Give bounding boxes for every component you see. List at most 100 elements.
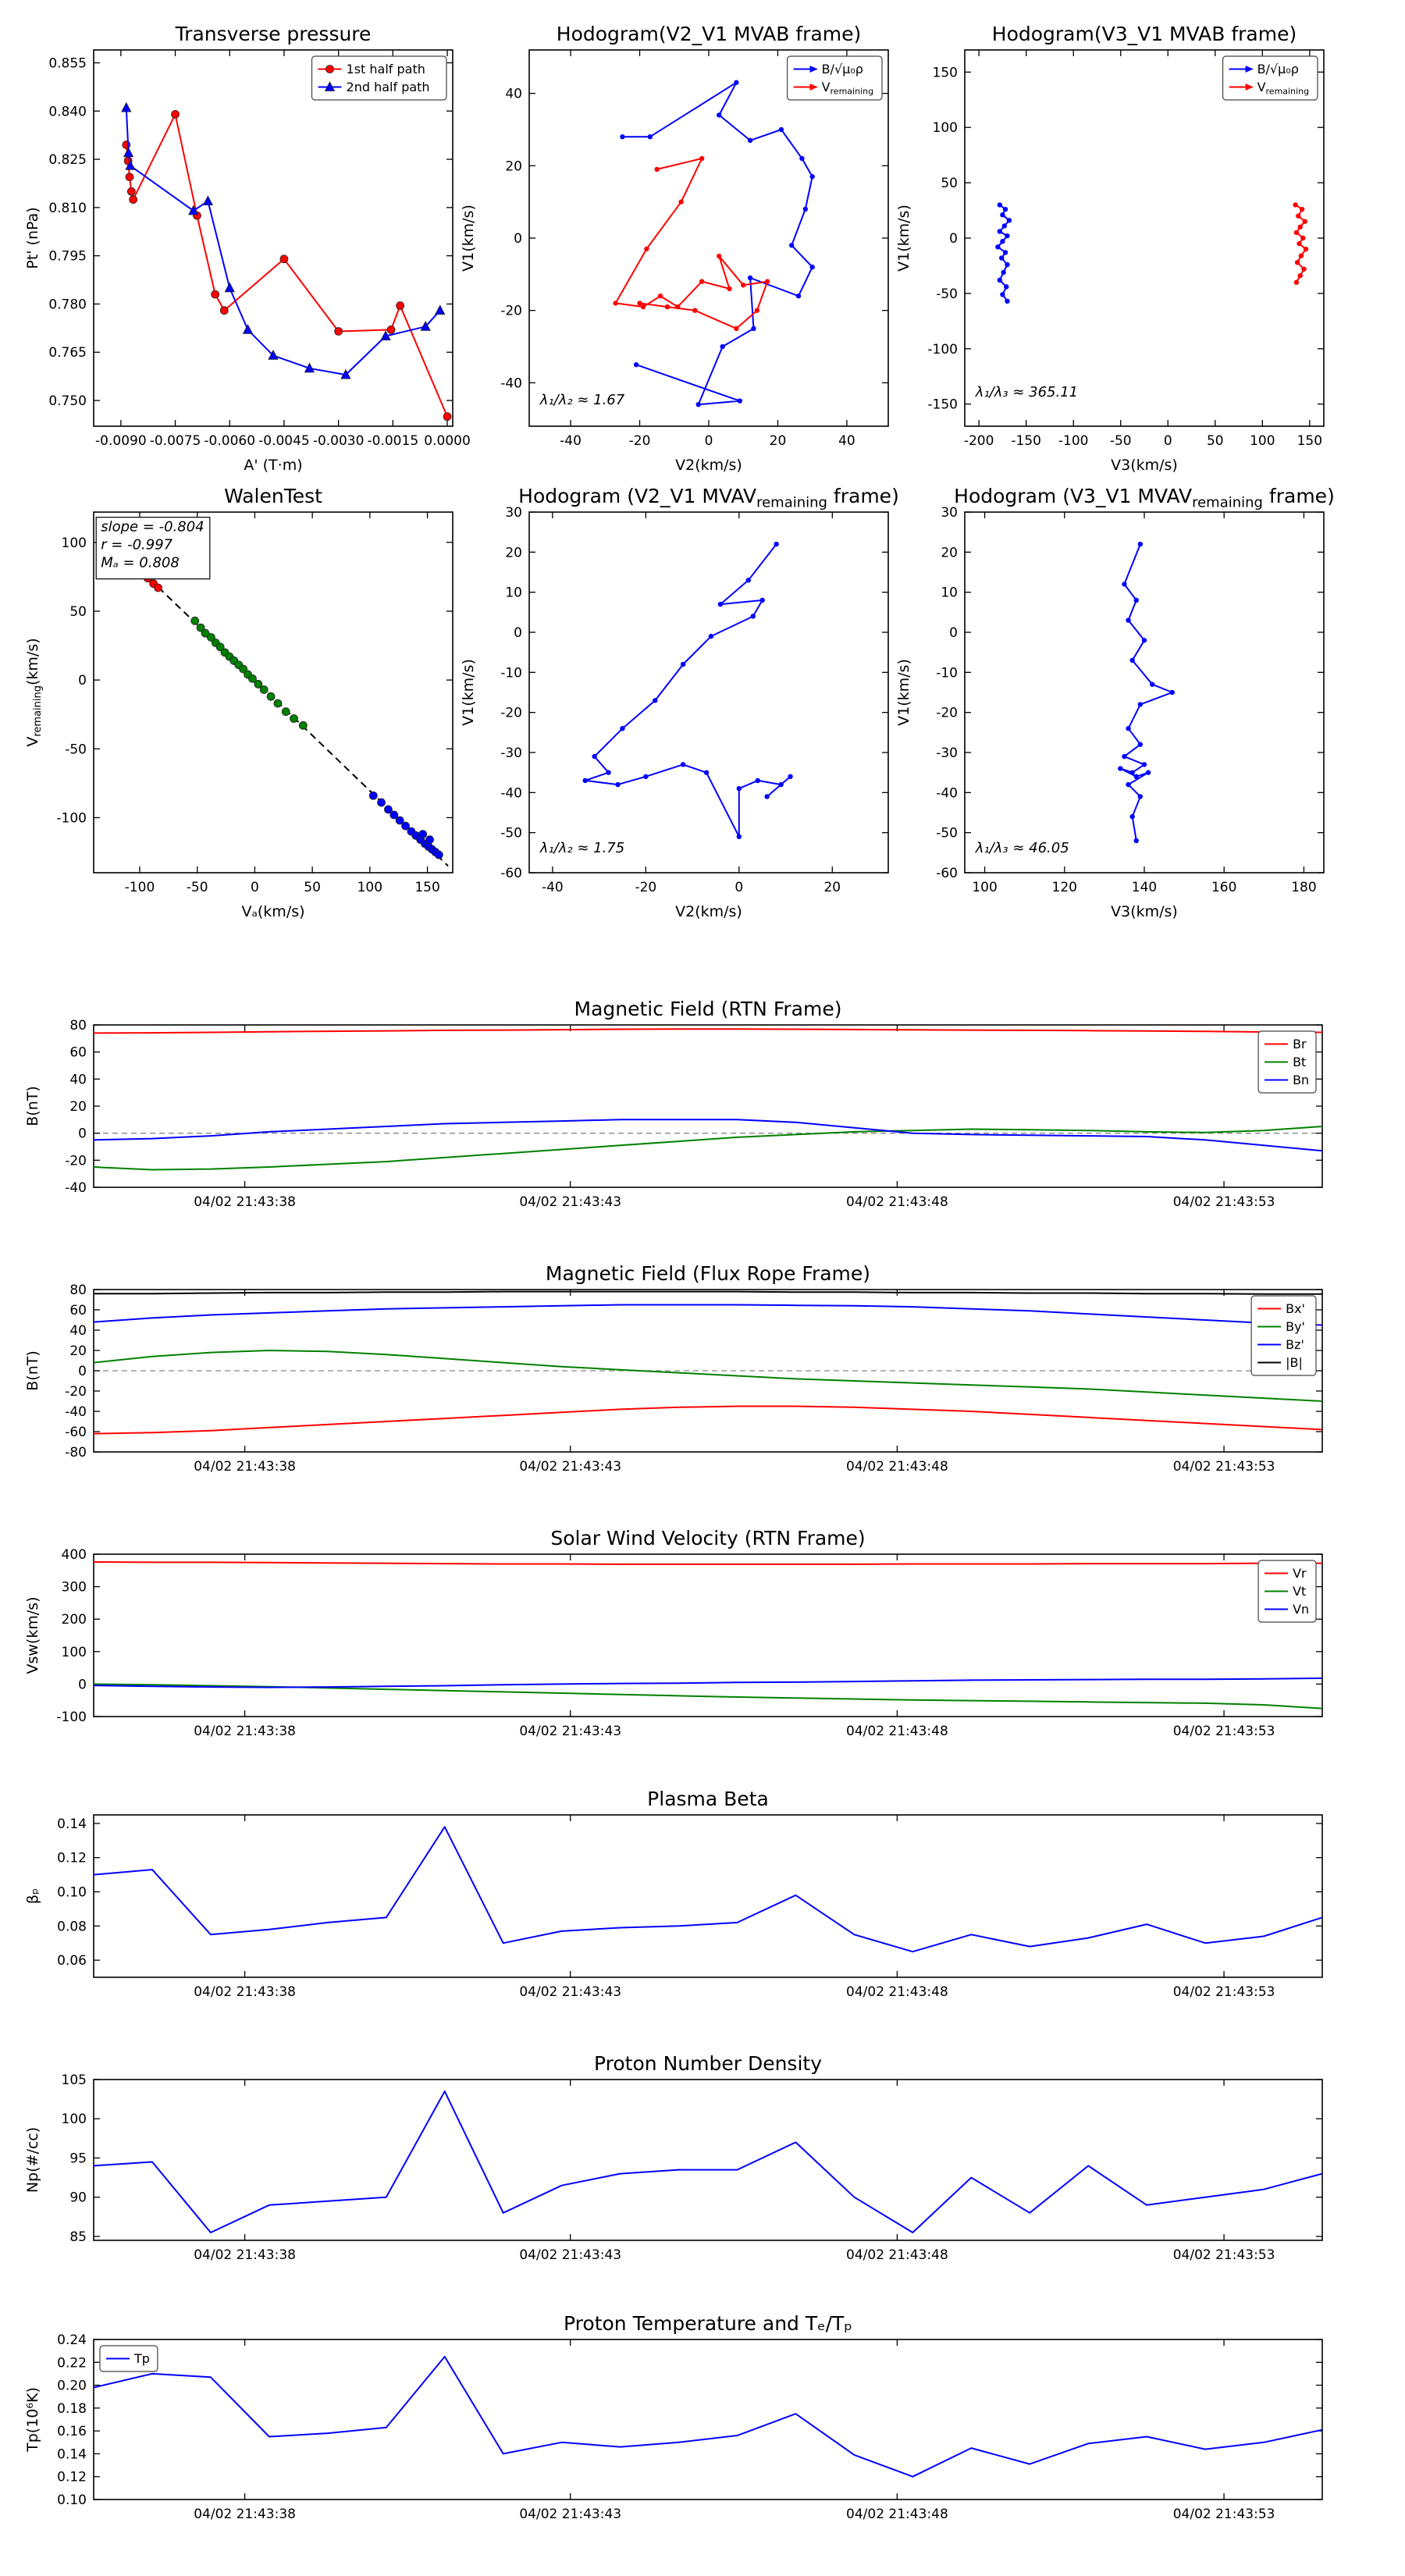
marker (1004, 284, 1009, 290)
marker (1126, 617, 1131, 623)
x-tick-label: 04/02 21:43:53 (1173, 1194, 1275, 1210)
marker (211, 290, 220, 299)
plot-border (93, 511, 454, 873)
marker (582, 777, 588, 784)
marker (997, 277, 1002, 283)
plot-border (93, 2079, 1323, 2241)
legend-label: Bx' (1286, 1301, 1305, 1316)
chart-transverse-pressure: Transverse pressure -0.0090 -0.0075 -0.0060… (24, 23, 471, 474)
annotation-box (95, 517, 211, 580)
marker (592, 753, 597, 760)
x-tick-label: -50 (1110, 433, 1132, 449)
x-tick-label: 04/02 21:43:53 (1173, 1459, 1275, 1475)
legend-label: Vr (1293, 1566, 1307, 1581)
marker (802, 206, 809, 212)
marker (1301, 266, 1307, 272)
y-tick-label: 10 (941, 585, 958, 601)
legend-label: 1st half path (347, 62, 425, 76)
marker (1129, 657, 1135, 664)
marker (126, 187, 136, 196)
marker (1137, 794, 1144, 799)
y-tick-label: 300 (62, 1580, 87, 1596)
marker (202, 195, 214, 206)
series-Bz' (93, 1304, 1323, 1326)
marker (764, 279, 770, 284)
y-tick-label: 50 (941, 176, 958, 191)
y-tick-label: -40 (500, 785, 522, 801)
marker (219, 306, 229, 315)
x-tick-label: 20 (823, 880, 841, 895)
marker (1303, 246, 1309, 252)
series-|B| (94, 1290, 1322, 1295)
x-tick-label: 04/02 21:43:38 (194, 1459, 296, 1475)
y-tick-label: -60 (500, 866, 522, 881)
marker (674, 304, 681, 310)
y-tick-label: 0.795 (48, 249, 87, 265)
y-tick-label: -150 (927, 397, 958, 413)
marker (750, 614, 756, 619)
x-tick-label: -0.0075 (150, 433, 201, 449)
legend-label: Vremaining (822, 80, 874, 97)
x-axis-label: V3(km/s) (1111, 457, 1178, 474)
marker (755, 777, 760, 784)
y-axis-label: V1(km/s) (895, 205, 912, 272)
marker (1001, 223, 1008, 229)
x-tick-label: 40 (838, 433, 855, 449)
y-tick-label: -50 (65, 742, 87, 757)
marker (1245, 84, 1254, 91)
x-axis-label: V2(km/s) (675, 457, 742, 474)
marker (1293, 229, 1300, 236)
marker (1137, 541, 1144, 547)
marker (751, 326, 756, 332)
y-tick-label: -10 (936, 665, 958, 681)
marker (418, 830, 428, 839)
marker (620, 134, 625, 140)
marker (809, 264, 815, 270)
x-tick-label: -0.0045 (258, 433, 310, 449)
plot-border (93, 2339, 1323, 2500)
y-tick-label: -20 (65, 1384, 87, 1400)
x-tick-label: 04/02 21:43:43 (519, 1984, 621, 2000)
y-tick-label: -80 (65, 1445, 87, 1461)
marker (239, 664, 248, 674)
marker (692, 308, 698, 313)
x-tick-label: 20 (770, 433, 787, 449)
marker (201, 628, 210, 638)
x-tick-label: 100 (1250, 433, 1275, 449)
y-tick-label: -100 (56, 810, 87, 826)
y-tick-label: 40 (505, 87, 522, 102)
marker (708, 633, 714, 639)
y-tick-label: 0.10 (57, 2492, 87, 2508)
x-tick-label: 50 (1207, 433, 1224, 449)
marker (1150, 681, 1155, 687)
marker (1245, 66, 1254, 73)
x-tick-label: 100 (357, 880, 382, 895)
series-1st half path (125, 113, 448, 417)
plot-border (964, 49, 1325, 427)
series-B-path (622, 81, 813, 406)
chart-proton-density: Proton Number Density 04/02 21:43:38 04/02… (24, 2052, 1323, 2263)
marker (644, 246, 649, 252)
chart-mag-rtn: Magnetic Field (RTN Frame) 04/02 21:43:38… (24, 998, 1323, 1210)
marker (741, 283, 746, 288)
y-tick-label: 0.780 (48, 297, 87, 312)
marker (248, 674, 257, 683)
chart-hodogram-v2v1-mvav: Hodogram (V2_V1 MVAVremaining frame) -40 -… (460, 485, 899, 920)
marker (259, 685, 269, 694)
y-tick-label: 0 (514, 625, 522, 641)
chart-title: Hodogram(V2_V1 MVAB frame) (557, 23, 861, 45)
y-tick-label: 20 (505, 545, 522, 560)
marker (389, 810, 399, 820)
marker (1141, 762, 1147, 767)
series-V-path (1119, 543, 1173, 841)
marker (747, 275, 753, 281)
marker (125, 173, 134, 182)
marker (647, 134, 653, 140)
x-tick-label: 120 (1052, 880, 1077, 895)
marker (121, 101, 132, 112)
x-tick-label: 04/02 21:43:38 (194, 1984, 296, 2000)
marker (606, 770, 611, 775)
chart-title: Magnetic Field (Flux Rope Frame) (546, 1262, 870, 1285)
x-axis-label: Vₐ(km/s) (241, 903, 304, 920)
marker (1129, 813, 1135, 820)
